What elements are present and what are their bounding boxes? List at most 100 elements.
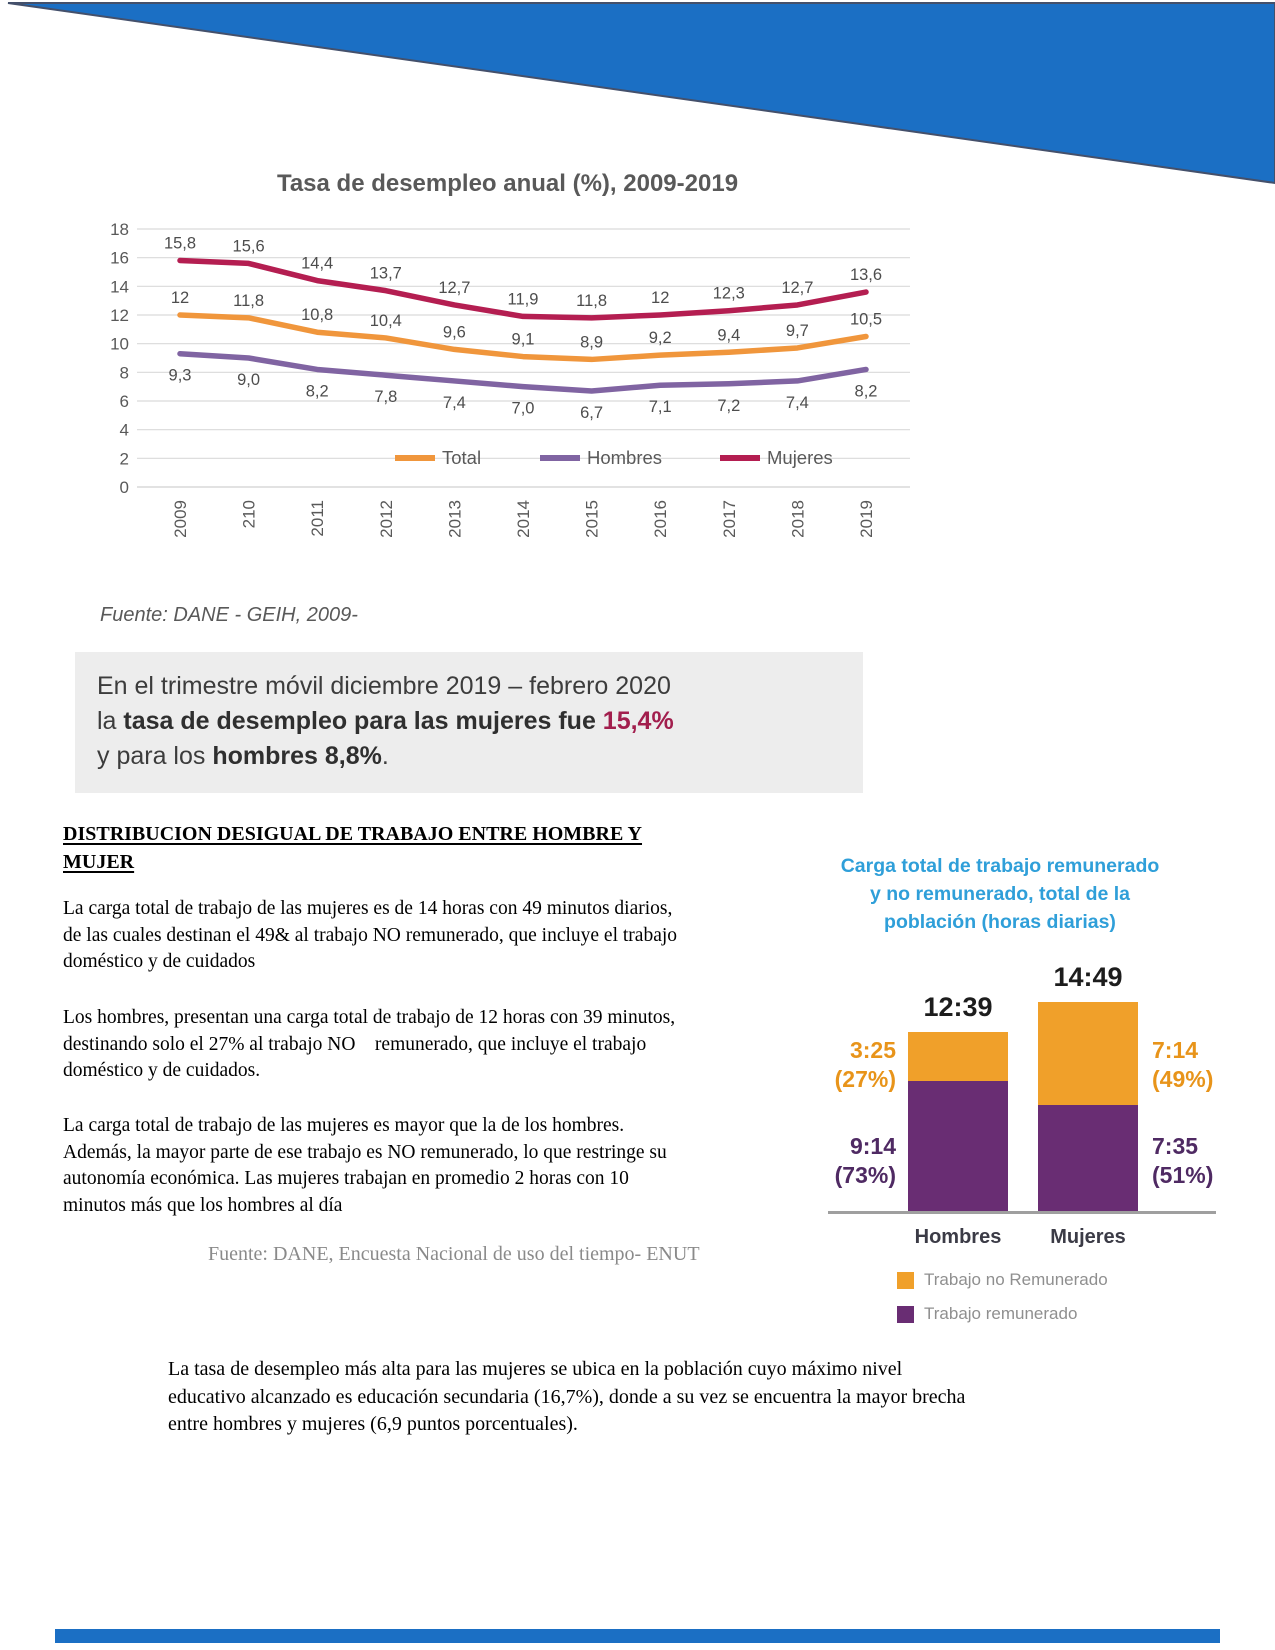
data-label: 7,0 [512, 400, 535, 418]
bar-segment-no-remunerado [1038, 1002, 1138, 1105]
data-label: 9,1 [512, 331, 535, 349]
x-axis-tick: 2012 [377, 500, 396, 538]
x-axis-tick: 2016 [651, 500, 670, 538]
y-axis-tick: 18 [110, 220, 129, 239]
bar-segment-no-remunerado [908, 1032, 1008, 1081]
legend-label: Trabajo remunerado [924, 1304, 1078, 1323]
data-label: 8,9 [580, 333, 603, 351]
bar-side-label: 7:14 (49%) [1152, 1037, 1214, 1092]
data-label: 12 [651, 289, 669, 307]
y-axis-tick: 12 [110, 306, 129, 325]
data-label: 7,1 [649, 398, 672, 416]
highlight-line2-prefix: la [97, 707, 124, 735]
y-axis-tick: 16 [110, 249, 129, 268]
data-label: 14,4 [301, 255, 333, 273]
bar-total-label: 14:49 [1053, 962, 1123, 992]
legend-label: Mujeres [767, 447, 833, 468]
top-banner-shape [7, 2, 1275, 185]
data-label: 7,2 [717, 397, 740, 415]
bar-category-label: Mujeres [1050, 1226, 1126, 1248]
y-axis-tick: 4 [120, 421, 129, 440]
data-label: 12 [171, 289, 189, 307]
line-chart-source: Fuente: DANE - GEIH, 2009- [100, 604, 358, 626]
line-chart-title: Tasa de desempleo anual (%), 2009-2019 [276, 170, 739, 197]
line-series-total [177, 312, 869, 363]
data-label: 12,3 [713, 285, 745, 303]
line-series-hombres [177, 350, 869, 394]
line-chart-svg: 0 2 4 6 8 10 12 14 16 18 2009 210 2011 2012 2013 2014 20… [110, 220, 910, 538]
x-axis-tick: 2013 [445, 500, 464, 538]
data-label: 13,7 [370, 265, 402, 283]
paragraph-men-workload: Los hombres, presentan una carga total d… [63, 1007, 676, 1081]
bar-axis-line [828, 1211, 1216, 1214]
legend-label: Trabajo no Remunerado [924, 1270, 1108, 1289]
legend-swatch [897, 1306, 914, 1323]
data-label: 12,7 [781, 279, 813, 297]
x-axis-tick: 2011 [308, 500, 327, 537]
y-axis-tick: 0 [120, 478, 129, 497]
y-axis-tick: 2 [120, 449, 129, 468]
data-label: 9,3 [169, 367, 192, 385]
footer-bar [55, 1629, 1220, 1643]
bar-side-label: 9:14 (73%) [834, 1133, 896, 1188]
highlight-line3-suffix: . [381, 742, 389, 770]
banner-triangle [7, 2, 1275, 185]
unemployment-women-value: 15,4% [602, 707, 674, 735]
x-axis-tick: 210 [240, 500, 259, 528]
data-label: 11,9 [508, 290, 539, 308]
data-label: 7,4 [443, 394, 466, 412]
data-label: 6,7 [580, 404, 603, 422]
bar-chart-source: Fuente: DANE, Encuesta Nacional de uso d… [208, 1243, 700, 1265]
highlight-line3-prefix: y para los [97, 742, 213, 770]
bar-category-label: Hombres [914, 1226, 1002, 1248]
paragraph-women-workload: La carga total de trabajo de las mujeres… [63, 898, 678, 972]
bar-chart-title: Carga total de trabajo remunerado y no r… [840, 855, 1160, 933]
data-label: 8,2 [855, 382, 878, 400]
data-label: 10,5 [850, 311, 882, 329]
bar-segment-remunerado [908, 1081, 1008, 1213]
x-axis-tick: 2017 [720, 500, 739, 538]
x-axis-tick: 2014 [514, 500, 533, 538]
line-series-mujeres [177, 257, 869, 321]
bar-segment-remunerado [1038, 1105, 1138, 1213]
highlight-line3: y para los hombres 8,8%. [97, 739, 841, 774]
y-axis-tick: 14 [110, 277, 129, 296]
x-axis-tick: 2009 [171, 500, 190, 538]
bar-side-label: 3:25 (27%) [834, 1037, 896, 1092]
data-label: 11,8 [233, 292, 264, 310]
data-label: 10,4 [370, 312, 402, 330]
data-label: 11,8 [576, 292, 607, 310]
data-label: 7,4 [786, 394, 809, 412]
section-heading: DISTRIBUCION DESIGUAL DE TRABAJO ENTRE H… [63, 823, 643, 873]
data-label: 10,8 [301, 306, 333, 324]
data-label: 12,7 [438, 279, 470, 297]
data-label: 7,8 [374, 388, 397, 406]
data-label: 13,6 [850, 266, 882, 284]
legend-label: Total [442, 447, 481, 468]
data-label: 9,7 [786, 322, 809, 340]
data-label: 15,6 [233, 237, 265, 255]
data-label: 8,2 [306, 382, 329, 400]
highlight-line1: En el trimestre móvil diciembre 2019 – f… [97, 672, 671, 700]
highlight-box: En el trimestre móvil diciembre 2019 – f… [75, 652, 863, 793]
bar-side-label: 7:35 (51%) [1152, 1133, 1214, 1188]
data-label: 9,4 [717, 326, 740, 344]
y-axis-tick: 10 [110, 335, 129, 354]
x-axis-tick: 2018 [788, 500, 807, 538]
highlight-line3-bold: hombres 8,8% [212, 742, 382, 770]
legend-label: Hombres [587, 447, 662, 468]
data-label: 9,0 [237, 371, 260, 389]
highlight-line2: la tasa de desempleo para las mujeres fu… [97, 704, 841, 739]
x-axis-tick: 2019 [857, 500, 876, 538]
data-label: 9,6 [443, 323, 466, 341]
data-label: 9,2 [649, 329, 672, 347]
paragraph-comparison: La carga total de trabajo de las mujeres… [63, 1115, 667, 1216]
data-label: 15,8 [164, 235, 196, 253]
y-axis-tick: 6 [120, 392, 129, 411]
highlight-line2-bold: tasa de desempleo para las mujeres fue [123, 707, 603, 735]
bar-total-label: 12:39 [923, 992, 993, 1022]
closing-paragraph: La tasa de desempleo más alta para las m… [168, 1358, 966, 1435]
x-axis-tick: 2015 [583, 500, 602, 538]
y-axis-tick: 8 [120, 363, 129, 382]
